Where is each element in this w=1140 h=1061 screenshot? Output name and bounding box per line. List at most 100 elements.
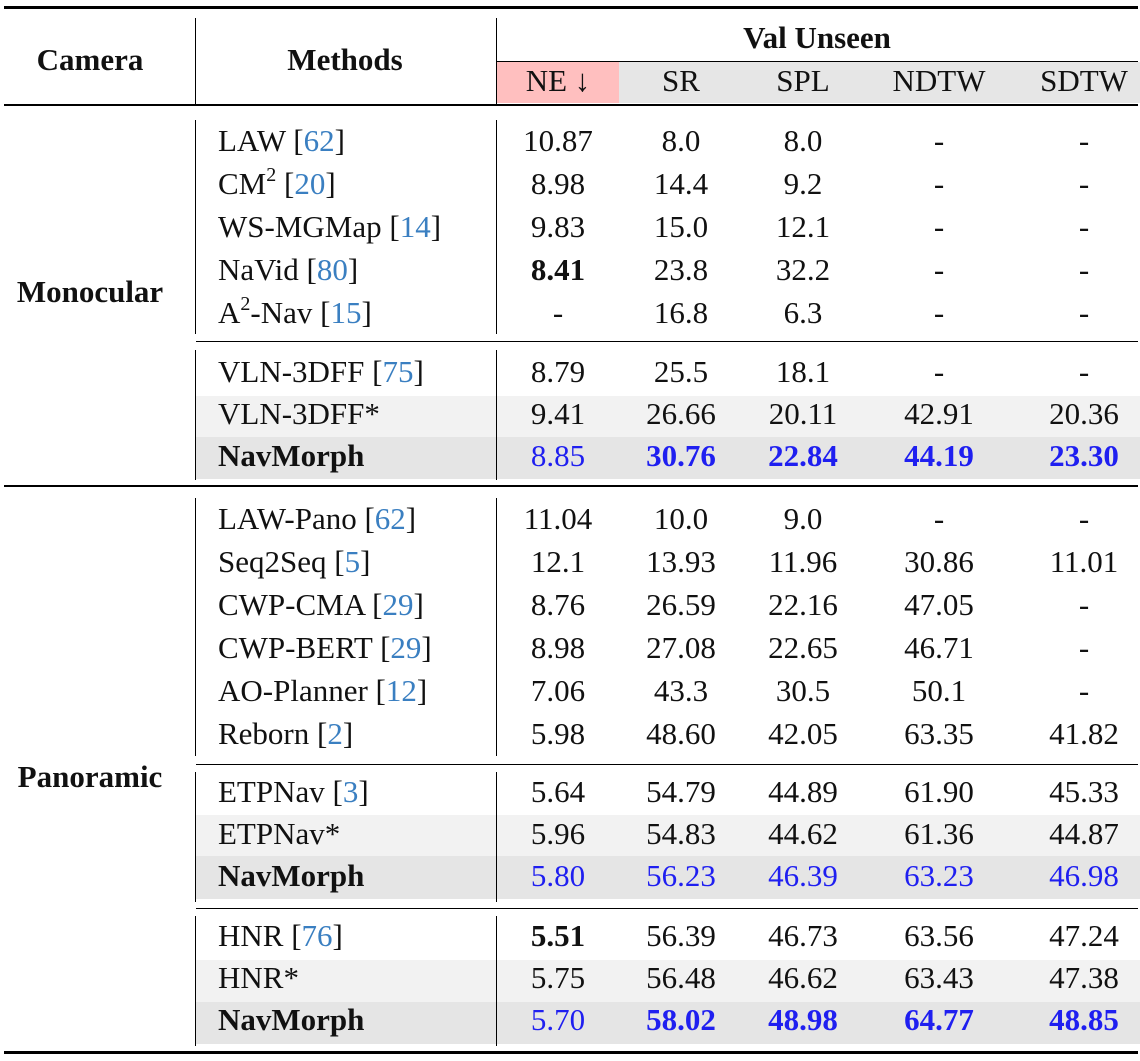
- col-rule: [496, 772, 497, 902]
- metric-value: -: [1078, 501, 1090, 536]
- metric-value: 12.1: [775, 209, 831, 244]
- citation-link[interactable]: 76: [301, 918, 333, 953]
- citation-link[interactable]: 62: [303, 123, 335, 158]
- metric-value: 13.93: [646, 544, 716, 579]
- header-metric-spl: SPL: [776, 63, 830, 98]
- method-label: AO-Planner: [218, 673, 368, 708]
- metric-value: -: [933, 123, 945, 158]
- method-name: LAW-Pano [62]: [218, 501, 417, 536]
- method-name: HNR [76]: [218, 918, 343, 953]
- citation-link[interactable]: 75: [382, 354, 414, 389]
- metric-value: 63.35: [904, 716, 974, 751]
- method-label: HNR*: [218, 960, 299, 995]
- metric-value: 44.62: [768, 816, 838, 851]
- metric-value: -: [1078, 123, 1090, 158]
- method-label: HNR: [218, 918, 284, 953]
- metric-value: 11.04: [523, 501, 593, 536]
- metric-value: 42.91: [904, 396, 974, 431]
- metric-value: 30.5: [775, 673, 831, 708]
- metric-value: 18.1: [775, 354, 831, 389]
- metric-value: 22.16: [768, 587, 838, 622]
- metric-value: 46.62: [768, 960, 838, 995]
- metric-value: 8.76: [530, 587, 586, 622]
- method-label: LAW-Pano: [218, 501, 357, 536]
- metric-value: 5.64: [530, 774, 586, 809]
- row-shade-dark: [196, 1002, 1140, 1044]
- ne-highlight: [497, 62, 619, 103]
- metric-value: 43.3: [653, 673, 709, 708]
- method-name: ETPNav*: [218, 816, 340, 852]
- method-label: ETPNav*: [218, 816, 341, 851]
- method-superscript: 2: [240, 292, 251, 315]
- citation-link[interactable]: 15: [330, 295, 362, 330]
- method-label: NavMorph: [218, 858, 365, 893]
- metric-value: 27.08: [646, 630, 716, 665]
- method-label: WS-MGMap: [218, 209, 382, 244]
- metric-value: -: [1078, 252, 1090, 287]
- method-label: CWP-BERT: [218, 630, 373, 665]
- metric-value: 5.80: [530, 858, 586, 893]
- method-name: VLN-3DFF*: [218, 396, 380, 432]
- metric-value: 44.87: [1049, 816, 1119, 851]
- metric-value: 56.48: [646, 960, 716, 995]
- metric-value: 46.98: [1049, 858, 1119, 893]
- method-prefix: A: [218, 295, 241, 330]
- metric-value: 47.38: [1049, 960, 1119, 995]
- method-name: AO-Planner [12]: [218, 673, 428, 708]
- method-label: NaVid: [218, 252, 299, 287]
- metric-value: 15.0: [653, 209, 709, 244]
- metric-value: 25.5: [653, 354, 709, 389]
- metric-value: 63.43: [904, 960, 974, 995]
- metric-value: 46.71: [904, 630, 974, 665]
- method-label: VLN-3DFF: [218, 354, 365, 389]
- metric-value: -: [552, 295, 564, 330]
- method-name: LAW [62]: [218, 123, 345, 158]
- header-group: Val Unseen: [743, 20, 891, 55]
- method-name: NavMorph: [218, 858, 364, 894]
- metric-value: 20.36: [1049, 396, 1119, 431]
- citation-link[interactable]: 12: [385, 673, 417, 708]
- metric-value: -: [1078, 587, 1090, 622]
- metric-value: 61.36: [904, 816, 974, 851]
- group-rule: [497, 61, 1138, 62]
- col-rule: [195, 772, 196, 902]
- metric-value: 12.1: [530, 544, 586, 579]
- citation-link[interactable]: 5: [344, 544, 361, 579]
- metric-value: -: [933, 354, 945, 389]
- method-superscript: 2: [266, 163, 277, 186]
- metric-value: 10.0: [653, 501, 709, 536]
- citation-link[interactable]: 29: [390, 630, 422, 665]
- metric-value: 63.23: [904, 858, 974, 893]
- citation-link[interactable]: 80: [316, 252, 348, 287]
- metric-value: 26.66: [646, 396, 716, 431]
- metric-value: 8.0: [783, 123, 823, 158]
- header-metric-ndtw: NDTW: [892, 63, 986, 98]
- method-name: CWP-CMA [29]: [218, 587, 424, 622]
- method-name: ETPNav [3]: [218, 774, 369, 809]
- metric-value: 16.8: [653, 295, 709, 330]
- bottom-rule: [4, 1051, 1138, 1054]
- metric-value: 47.05: [904, 587, 974, 622]
- metric-value: 8.85: [530, 438, 586, 473]
- col-rule: [195, 350, 196, 480]
- metric-value: 42.05: [768, 716, 838, 751]
- row-shade-dark: [196, 437, 1140, 479]
- citation-link[interactable]: 2: [327, 716, 343, 751]
- method-label: LAW: [218, 123, 286, 158]
- citation-link[interactable]: 14: [399, 209, 431, 244]
- metric-value: 56.23: [646, 858, 716, 893]
- metric-value: 48.60: [646, 716, 716, 751]
- citation-link[interactable]: 29: [382, 587, 414, 622]
- method-name: HNR*: [218, 960, 299, 996]
- method-label: VLN-3DFF*: [218, 396, 380, 431]
- metric-value: -: [1078, 673, 1090, 708]
- metric-value: 5.70: [530, 1002, 586, 1037]
- metric-value: 11.96: [768, 544, 838, 579]
- citation-link[interactable]: 62: [374, 501, 406, 536]
- method-label: CM: [218, 166, 267, 201]
- citation-link[interactable]: 3: [342, 774, 359, 809]
- header-metric-ne: NE ↓: [525, 63, 591, 98]
- citation-link[interactable]: 20: [294, 166, 326, 201]
- row-shade-dark: [196, 856, 1140, 899]
- metric-value: 41.82: [1049, 716, 1119, 751]
